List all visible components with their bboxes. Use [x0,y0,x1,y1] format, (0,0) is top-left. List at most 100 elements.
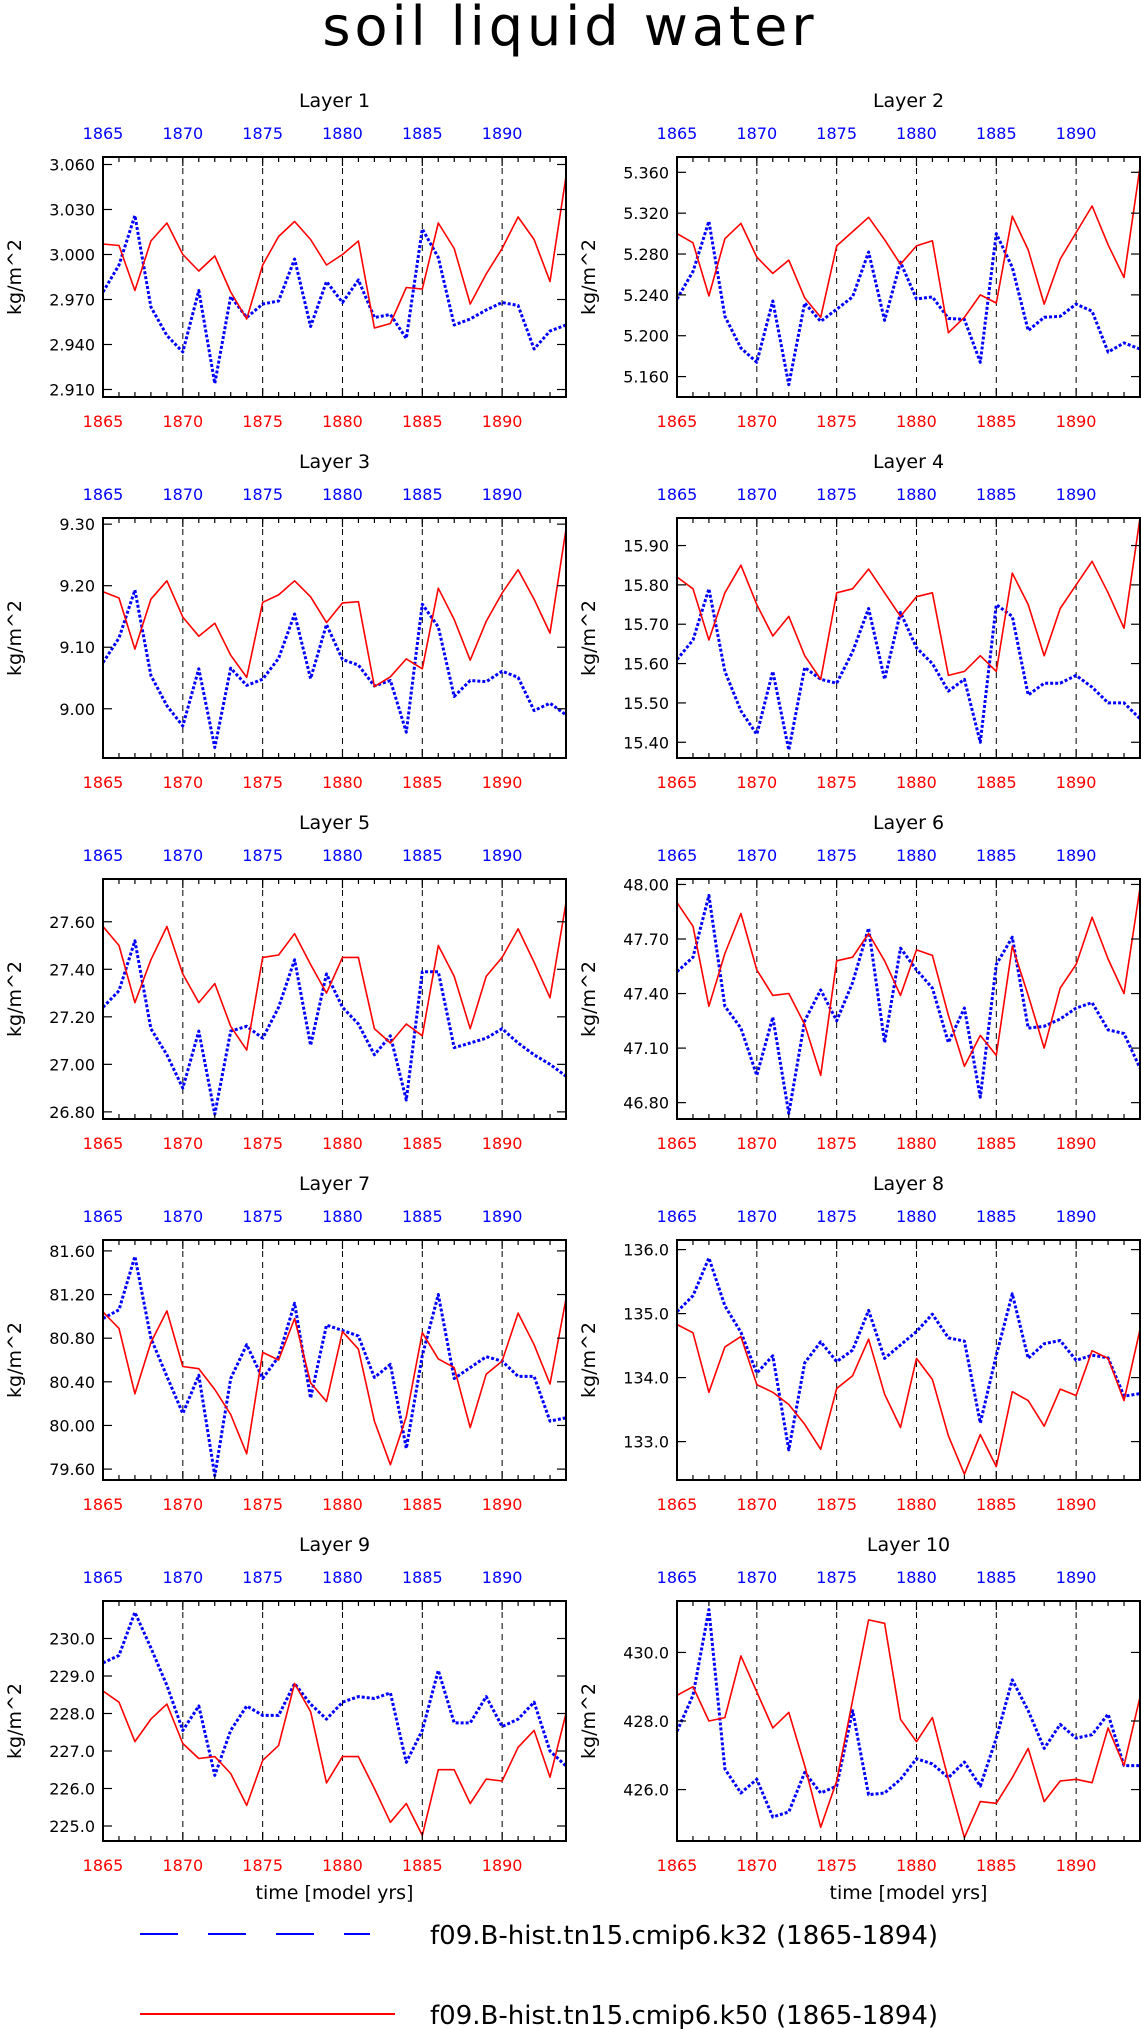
x-tick-label-top: 1890 [482,1207,523,1226]
x-tick-label-top: 1865 [83,846,124,865]
x-tick-label-bottom: 1890 [482,412,523,431]
x-tick-label-top: 1890 [1056,485,1097,504]
x-tick-label-bottom: 1890 [1056,773,1097,792]
plot-frame [676,517,1141,759]
x-tick-label-bottom: 1870 [736,773,777,792]
panel-layer-1: Layer 1 kg/m^2 1865 1865 1870 1870 1875 1875 188… [4,90,567,431]
series-k32-line [675,893,1141,1115]
x-tick-label-top: 1870 [162,1568,203,1587]
x-tick-label-top: 1875 [816,846,857,865]
x-tick-label-bottom: 1890 [1056,1856,1097,1875]
x-tick-label-bottom: 1865 [657,1134,698,1153]
x-tick-label-bottom: 1890 [1056,1495,1097,1514]
y-tick-label: 80.80 [49,1329,95,1348]
y-tick-label: 225.0 [49,1817,95,1836]
plot-frame [676,156,1141,398]
panel-title: Layer 8 [873,1173,944,1195]
legend-label-k50: f09.B-hist.tn15.cmip6.k50 (1865-1894) [430,2001,938,2029]
plot-frame [102,156,567,398]
x-tick-label-top: 1865 [657,124,698,143]
series-k50-line [676,1619,1141,1839]
x-tick-label-top: 1880 [322,1568,363,1587]
x-tick-label-bottom: 1885 [976,412,1017,431]
x-tick-label-top: 1875 [242,1207,283,1226]
x-tick-label-top: 1865 [83,124,124,143]
x-tick-label-top: 1880 [322,846,363,865]
y-tick-label: 3.000 [49,246,95,265]
series-k50-line [102,176,567,329]
panel-layer-5: Layer 5 kg/m^2 1865 1865 1870 1870 1875 1875 188… [4,812,567,1153]
panel-title: Layer 1 [299,90,370,112]
x-tick-label-bottom: 1890 [1056,412,1097,431]
series-k32-line [675,219,1141,387]
y-tick-label: 27.40 [49,960,95,979]
x-tick-label-top: 1875 [242,846,283,865]
panel-layer-4: Layer 4 kg/m^2 1865 1865 1870 1870 1875 1875 188… [578,451,1141,792]
x-tick-label-bottom: 1875 [242,1856,283,1875]
x-tick-label-top: 1870 [162,485,203,504]
panel-layer-6: Layer 6 kg/m^2 1865 1865 1870 1870 1875 1875 188… [578,812,1141,1153]
x-tick-label-top: 1885 [402,124,443,143]
y-tick-label: 5.360 [623,163,669,182]
y-tick-label: 5.160 [623,368,669,387]
series-k50-line [676,887,1141,1077]
x-tick-label-top: 1875 [242,124,283,143]
x-tick-label-bottom: 1880 [322,1856,363,1875]
series-k32-line [101,939,567,1116]
y-tick-label: 226.0 [49,1780,95,1799]
x-tick-label-bottom: 1880 [322,412,363,431]
y-tick-label: 2.970 [49,291,95,310]
plot-frame [676,1239,1141,1481]
panel-title: Layer 6 [873,812,944,834]
x-tick-label-top: 1870 [736,1568,777,1587]
x-tick-label-bottom: 1870 [162,1495,203,1514]
y-tick-label: 27.00 [49,1055,95,1074]
x-tick-label-bottom: 1875 [242,1134,283,1153]
panel-title: Layer 9 [299,1534,370,1556]
x-tick-label-bottom: 1885 [402,1495,443,1514]
x-tick-label-top: 1865 [83,1207,124,1226]
x-tick-label-top: 1890 [482,124,523,143]
x-tick-label-bottom: 1865 [83,773,124,792]
x-tick-label-top: 1880 [896,485,937,504]
x-tick-label-bottom: 1880 [896,412,937,431]
x-tick-label-top: 1890 [482,846,523,865]
y-tick-label: 3.030 [49,201,95,220]
x-tick-label-bottom: 1875 [816,773,857,792]
series-k32-line [675,1256,1141,1452]
x-tick-label-bottom: 1870 [736,1856,777,1875]
series-k32-line [102,1610,568,1777]
y-tick-label: 430.0 [623,1643,669,1662]
x-tick-label-bottom: 1880 [896,1495,937,1514]
y-axis-label: kg/m^2 [4,600,26,676]
x-tick-label-bottom: 1865 [83,1856,124,1875]
x-tick-label-top: 1875 [242,485,283,504]
x-tick-label-top: 1890 [1056,846,1097,865]
x-tick-label-bottom: 1890 [482,773,523,792]
panel-layer-9: Layer 9 kg/m^2 1865 1865 1870 1870 1875 1875 188… [4,1534,568,1904]
plot-frame [102,878,567,1120]
y-axis-label: kg/m^2 [4,239,26,315]
x-tick-label-top: 1885 [976,485,1017,504]
series-k32-line [101,588,567,749]
x-tick-label-bottom: 1880 [322,773,363,792]
y-tick-label: 136.0 [623,1241,669,1260]
y-axis-label: kg/m^2 [578,600,600,676]
x-tick-label-bottom: 1865 [657,412,698,431]
y-axis-label: kg/m^2 [4,1322,26,1398]
x-tick-label-top: 1865 [657,1207,698,1226]
x-tick-label-bottom: 1875 [242,412,283,431]
x-tick-label-top: 1890 [482,485,523,504]
x-tick-label-bottom: 1890 [482,1495,523,1514]
plot-frame [102,1239,567,1481]
x-tick-label-bottom: 1870 [162,1134,203,1153]
y-tick-label: 15.60 [623,655,669,674]
x-tick-label-top: 1890 [1056,1568,1097,1587]
x-tick-label-bottom: 1875 [816,412,857,431]
x-tick-label-bottom: 1880 [322,1134,363,1153]
x-tick-label-top: 1880 [896,846,937,865]
x-tick-label-top: 1880 [896,1207,937,1226]
x-tick-label-top: 1870 [736,485,777,504]
x-tick-label-top: 1870 [736,124,777,143]
x-tick-label-top: 1890 [1056,124,1097,143]
